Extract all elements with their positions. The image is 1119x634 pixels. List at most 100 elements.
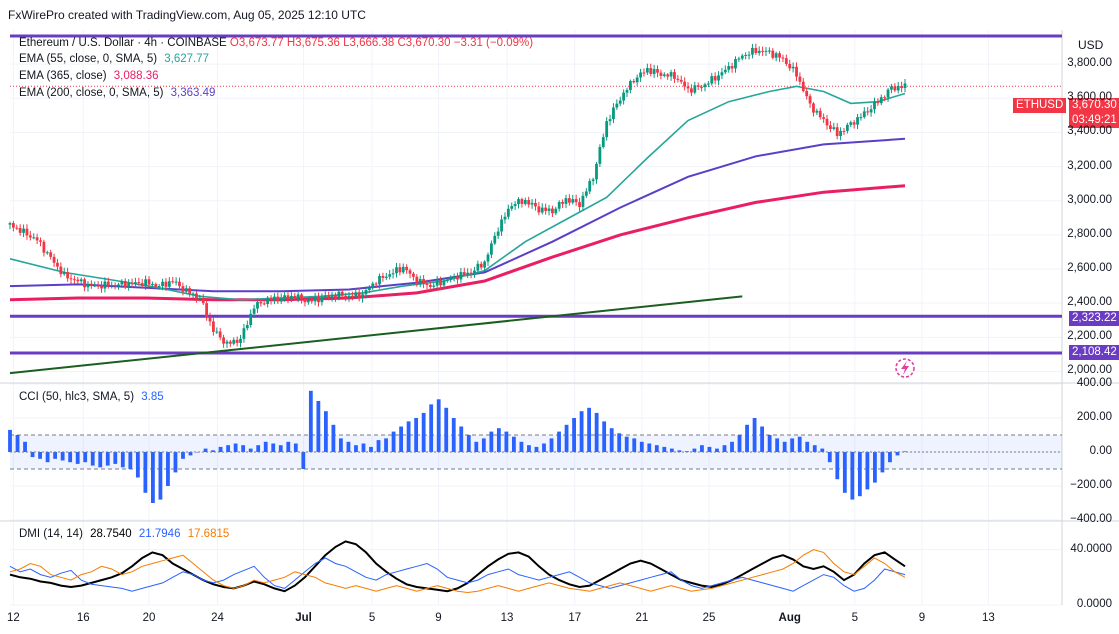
candle-body: [242, 328, 246, 339]
candle-body: [45, 252, 49, 254]
candle-body: [571, 199, 575, 203]
cci-bar: [391, 431, 396, 452]
cci-value: 3.85: [141, 391, 164, 403]
horizontal-levels[interactable]: [9, 34, 1062, 375]
candle-body: [866, 111, 870, 113]
candle-body: [184, 288, 188, 292]
cci-bar: [211, 450, 215, 452]
candle-body: [439, 279, 442, 286]
candle-body: [537, 206, 541, 213]
candle-body: [232, 339, 236, 344]
cci-bar: [504, 431, 509, 452]
candle-body: [662, 74, 666, 76]
y-tick-label: 0.00: [1089, 445, 1112, 457]
candle-body: [883, 97, 887, 99]
candle-body: [103, 281, 107, 289]
cci-bar: [429, 404, 434, 452]
candle-body: [751, 47, 754, 55]
candle-body: [351, 295, 354, 297]
cci-legend[interactable]: CCI (50, hlc3, SMA, 5) 3.85: [19, 391, 164, 403]
candle-body: [679, 79, 683, 82]
candle-body: [601, 137, 605, 148]
x-tick-label: 24: [211, 612, 224, 624]
ema200-legend[interactable]: EMA (200, close, 0, SMA, 5) 3,363.49: [19, 87, 215, 99]
candle-body: [300, 294, 303, 300]
cci-bar: [624, 436, 629, 452]
candle-body: [744, 54, 748, 56]
cci-bar: [83, 452, 88, 463]
cci-bar: [512, 436, 516, 452]
ema55-legend[interactable]: EMA (55, close, 0, SMA, 5) 3,627.77: [19, 53, 209, 65]
candle-body: [608, 119, 612, 122]
cci-bar: [609, 428, 614, 452]
ema365-legend[interactable]: EMA (365, close) 3,088.36: [19, 70, 159, 82]
candle-body: [567, 198, 571, 203]
cci-bar: [669, 448, 674, 452]
minus-di-line: [9, 549, 906, 594]
cci-bar: [730, 441, 734, 452]
candle-body: [584, 191, 588, 196]
ohlc-low: L3,666.38: [343, 37, 395, 49]
cci-bar: [880, 452, 885, 473]
candle-body: [269, 297, 273, 301]
cci-bar: [105, 452, 110, 466]
candle-body: [740, 55, 744, 59]
cci-bar: [399, 426, 403, 452]
candle-body: [310, 300, 314, 302]
cci-bar: [850, 452, 855, 500]
cci-bar: [662, 446, 667, 452]
candle-body: [900, 85, 904, 88]
cci-bar: [241, 445, 246, 452]
candle-body: [842, 130, 846, 132]
cci-bar: [120, 452, 125, 468]
ema365-value: 3,088.36: [113, 70, 159, 82]
candle-body: [635, 77, 639, 83]
last-price-tag: 3,670.30: [1069, 98, 1119, 113]
candle-body: [656, 69, 659, 73]
lightning-icon[interactable]: [895, 358, 915, 378]
candle-body: [761, 50, 765, 52]
trendline[interactable]: [9, 295, 743, 375]
candle-body: [591, 179, 595, 181]
candle-body: [283, 295, 287, 298]
candle-body: [669, 72, 673, 77]
cci-bar: [256, 445, 261, 452]
candle-body: [896, 85, 900, 91]
minus-di-value: 17.6815: [187, 528, 230, 540]
candle-body: [500, 219, 503, 232]
dmi-legend[interactable]: DMI (14, 14) 28.7540 21.7946 17.6815: [19, 528, 229, 540]
candle-body: [117, 284, 120, 286]
candle-body: [818, 110, 822, 118]
cci-bar: [60, 452, 65, 461]
candle-body: [140, 283, 144, 286]
candle-body: [306, 300, 310, 303]
candle-body: [757, 50, 761, 53]
candle-body: [218, 331, 222, 338]
cci-bar: [68, 452, 73, 463]
candle-body: [578, 202, 581, 207]
cci-bar: [489, 431, 494, 452]
cci-bar: [158, 452, 163, 500]
candle-body: [28, 235, 32, 238]
candle-body: [334, 294, 337, 298]
y-tick-label: 2,400.00: [1067, 296, 1112, 309]
candle-body: [784, 58, 788, 64]
currency-label[interactable]: USD: [1078, 38, 1104, 52]
candle-body: [730, 66, 734, 69]
candle-body: [364, 290, 368, 295]
symbol-legend[interactable]: Ethereum / U.S. Dollar · 4h · COINBASE O…: [19, 37, 533, 49]
cci-bar: [135, 452, 140, 478]
candle-body: [551, 208, 554, 214]
cci-bar: [805, 441, 810, 452]
adx-line: [9, 540, 906, 593]
x-tick-label: 17: [568, 612, 582, 624]
cci-bar: [150, 452, 155, 503]
cci-bar: [782, 441, 787, 452]
candle-body: [201, 297, 205, 304]
cci-bar: [436, 399, 441, 452]
cci-bar: [354, 445, 358, 452]
candle-body: [628, 81, 632, 91]
cci-bar: [632, 438, 637, 452]
y-tick-label: 3,000.00: [1067, 193, 1112, 206]
